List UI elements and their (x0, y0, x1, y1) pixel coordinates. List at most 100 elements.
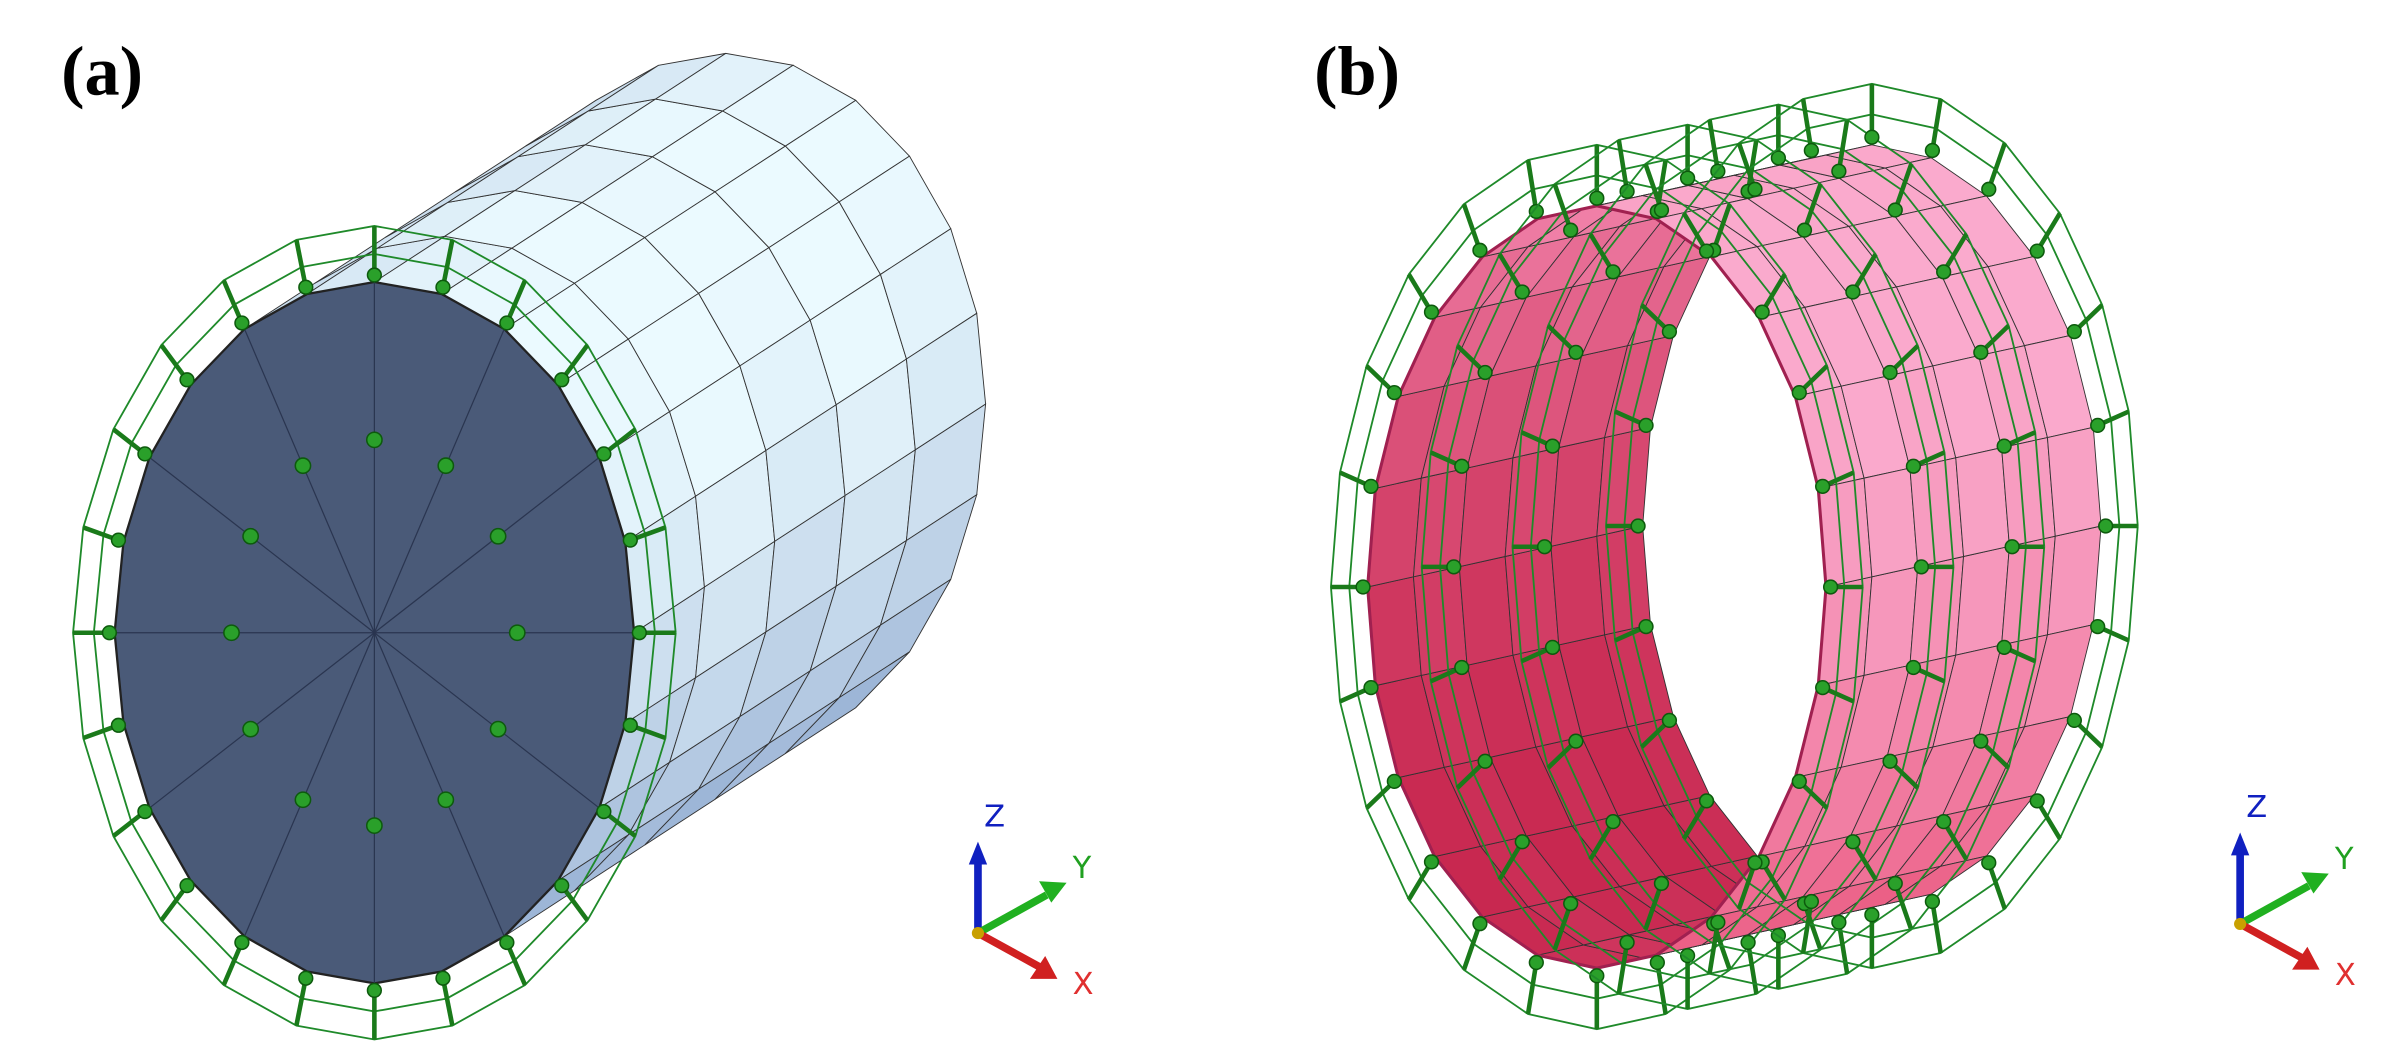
load-arrow-head (294, 457, 312, 475)
load-arrow-head (596, 446, 612, 462)
load-arrow (1461, 203, 1483, 252)
load-arrow-head (1887, 875, 1903, 892)
load-arrow-head (1661, 323, 1678, 340)
load-arrow (440, 977, 455, 1027)
load-arrow (1800, 98, 1814, 151)
load-arrow-head (1882, 753, 1898, 769)
axis-triad: Z Y X (968, 799, 1094, 1002)
load-arrow-head (1563, 895, 1579, 912)
load-arrow-head (1363, 679, 1379, 696)
face-edge (373, 328, 505, 633)
load-arrow-head (1619, 934, 1635, 951)
mesh-face (1412, 566, 1468, 676)
load-arrow-head (489, 720, 507, 738)
load-arrow-head (366, 982, 383, 999)
load-arrow-head (1661, 712, 1678, 729)
load-arrow-head (1568, 344, 1584, 360)
load-arrow (221, 941, 245, 986)
axis-y-head (2301, 872, 2329, 894)
load-arrow-head (1544, 438, 1561, 454)
load-arrow (294, 977, 309, 1027)
load-arrow-head (1363, 478, 1379, 494)
load-arrow-head (1477, 753, 1493, 769)
load-arrow-head (110, 532, 127, 548)
load-arrow-head (1831, 914, 1847, 930)
load-arrow-head (2029, 793, 2045, 809)
load-arrow-head (2090, 619, 2106, 635)
load-arrow-head (2090, 417, 2106, 433)
load-arrow-head (554, 372, 570, 388)
load-arrow-head (1996, 438, 2012, 454)
load-arrow-head (1864, 907, 1880, 923)
load-arrow (1525, 962, 1539, 1015)
load-arrow (1745, 942, 1759, 995)
mesh-face (1909, 457, 1965, 568)
load-arrow-head (1477, 364, 1493, 381)
axis-y (2238, 882, 2311, 928)
load-arrow-head (2029, 243, 2045, 259)
mesh-face (785, 651, 910, 754)
axis-y (976, 891, 1049, 937)
load-arrow-head (1638, 417, 1654, 433)
face-edge (373, 632, 600, 809)
load-arrow-head (179, 372, 195, 388)
load-arrow-head (508, 624, 526, 642)
axis-label: Y (2334, 842, 2354, 877)
mesh-face (2001, 437, 2056, 547)
load-arrow-head (1536, 539, 1553, 555)
load-arrow-head (1845, 834, 1861, 850)
load-arrow (1745, 139, 1759, 192)
mesh-face (1863, 566, 1919, 676)
load-arrow-head (234, 934, 250, 951)
load-arrow-head (1747, 855, 1763, 871)
load-arrow-head (1710, 914, 1726, 930)
load-arrow (504, 941, 528, 986)
load-arrow-head (437, 791, 455, 809)
load-arrow-head (1981, 181, 1997, 197)
axis-x-head (2292, 946, 2320, 970)
load-arrow-head (1355, 579, 1371, 595)
load-arrow-head (1386, 773, 1402, 789)
axis-x (2238, 920, 2304, 961)
load-arrow (1736, 142, 1758, 191)
load-arrow-head (110, 717, 127, 733)
load-arrow (1893, 882, 1914, 931)
load-arrow-head (1913, 559, 1930, 575)
load-arrow-head (1472, 916, 1488, 932)
load-arrow (1736, 861, 1758, 910)
load-arrow-head (1568, 733, 1584, 749)
load-arrow (1802, 902, 1823, 951)
load-arrow-head (1831, 163, 1847, 179)
load-arrow-head (179, 878, 195, 894)
mesh-face (1596, 525, 1651, 636)
load-arrow (1616, 139, 1630, 192)
face-edge (149, 632, 375, 809)
load-arrow-head (1747, 181, 1763, 197)
load-arrow-head (223, 624, 240, 642)
panel-a-model (72, 52, 987, 1041)
load-arrow-head (1791, 773, 1807, 789)
load-arrow-head (1423, 304, 1440, 320)
load-arrow-head (2004, 539, 2020, 555)
mesh-face (1955, 447, 2010, 558)
load-arrow-head (1936, 264, 1952, 280)
mesh-face (2046, 525, 2102, 636)
load-arrow-head (242, 720, 260, 738)
load-arrow (1552, 902, 1573, 951)
axis-label: Y (1072, 851, 1092, 886)
axis-z-head (968, 841, 988, 865)
load-arrow-head (1981, 855, 1997, 871)
origin (971, 926, 985, 940)
face-edge (373, 456, 600, 634)
load-arrow-head (365, 817, 383, 834)
load-arrow-head (1887, 202, 1903, 218)
load-arrow (1655, 962, 1668, 1015)
load-arrow (1552, 183, 1573, 231)
load-arrow-head (1803, 893, 1820, 910)
load-arrow-head (1882, 364, 1898, 381)
load-arrow-head (1630, 518, 1646, 534)
load-arrow (1643, 163, 1664, 211)
load-arrow-head (1454, 659, 1470, 676)
axis-x-head (1029, 955, 1058, 979)
